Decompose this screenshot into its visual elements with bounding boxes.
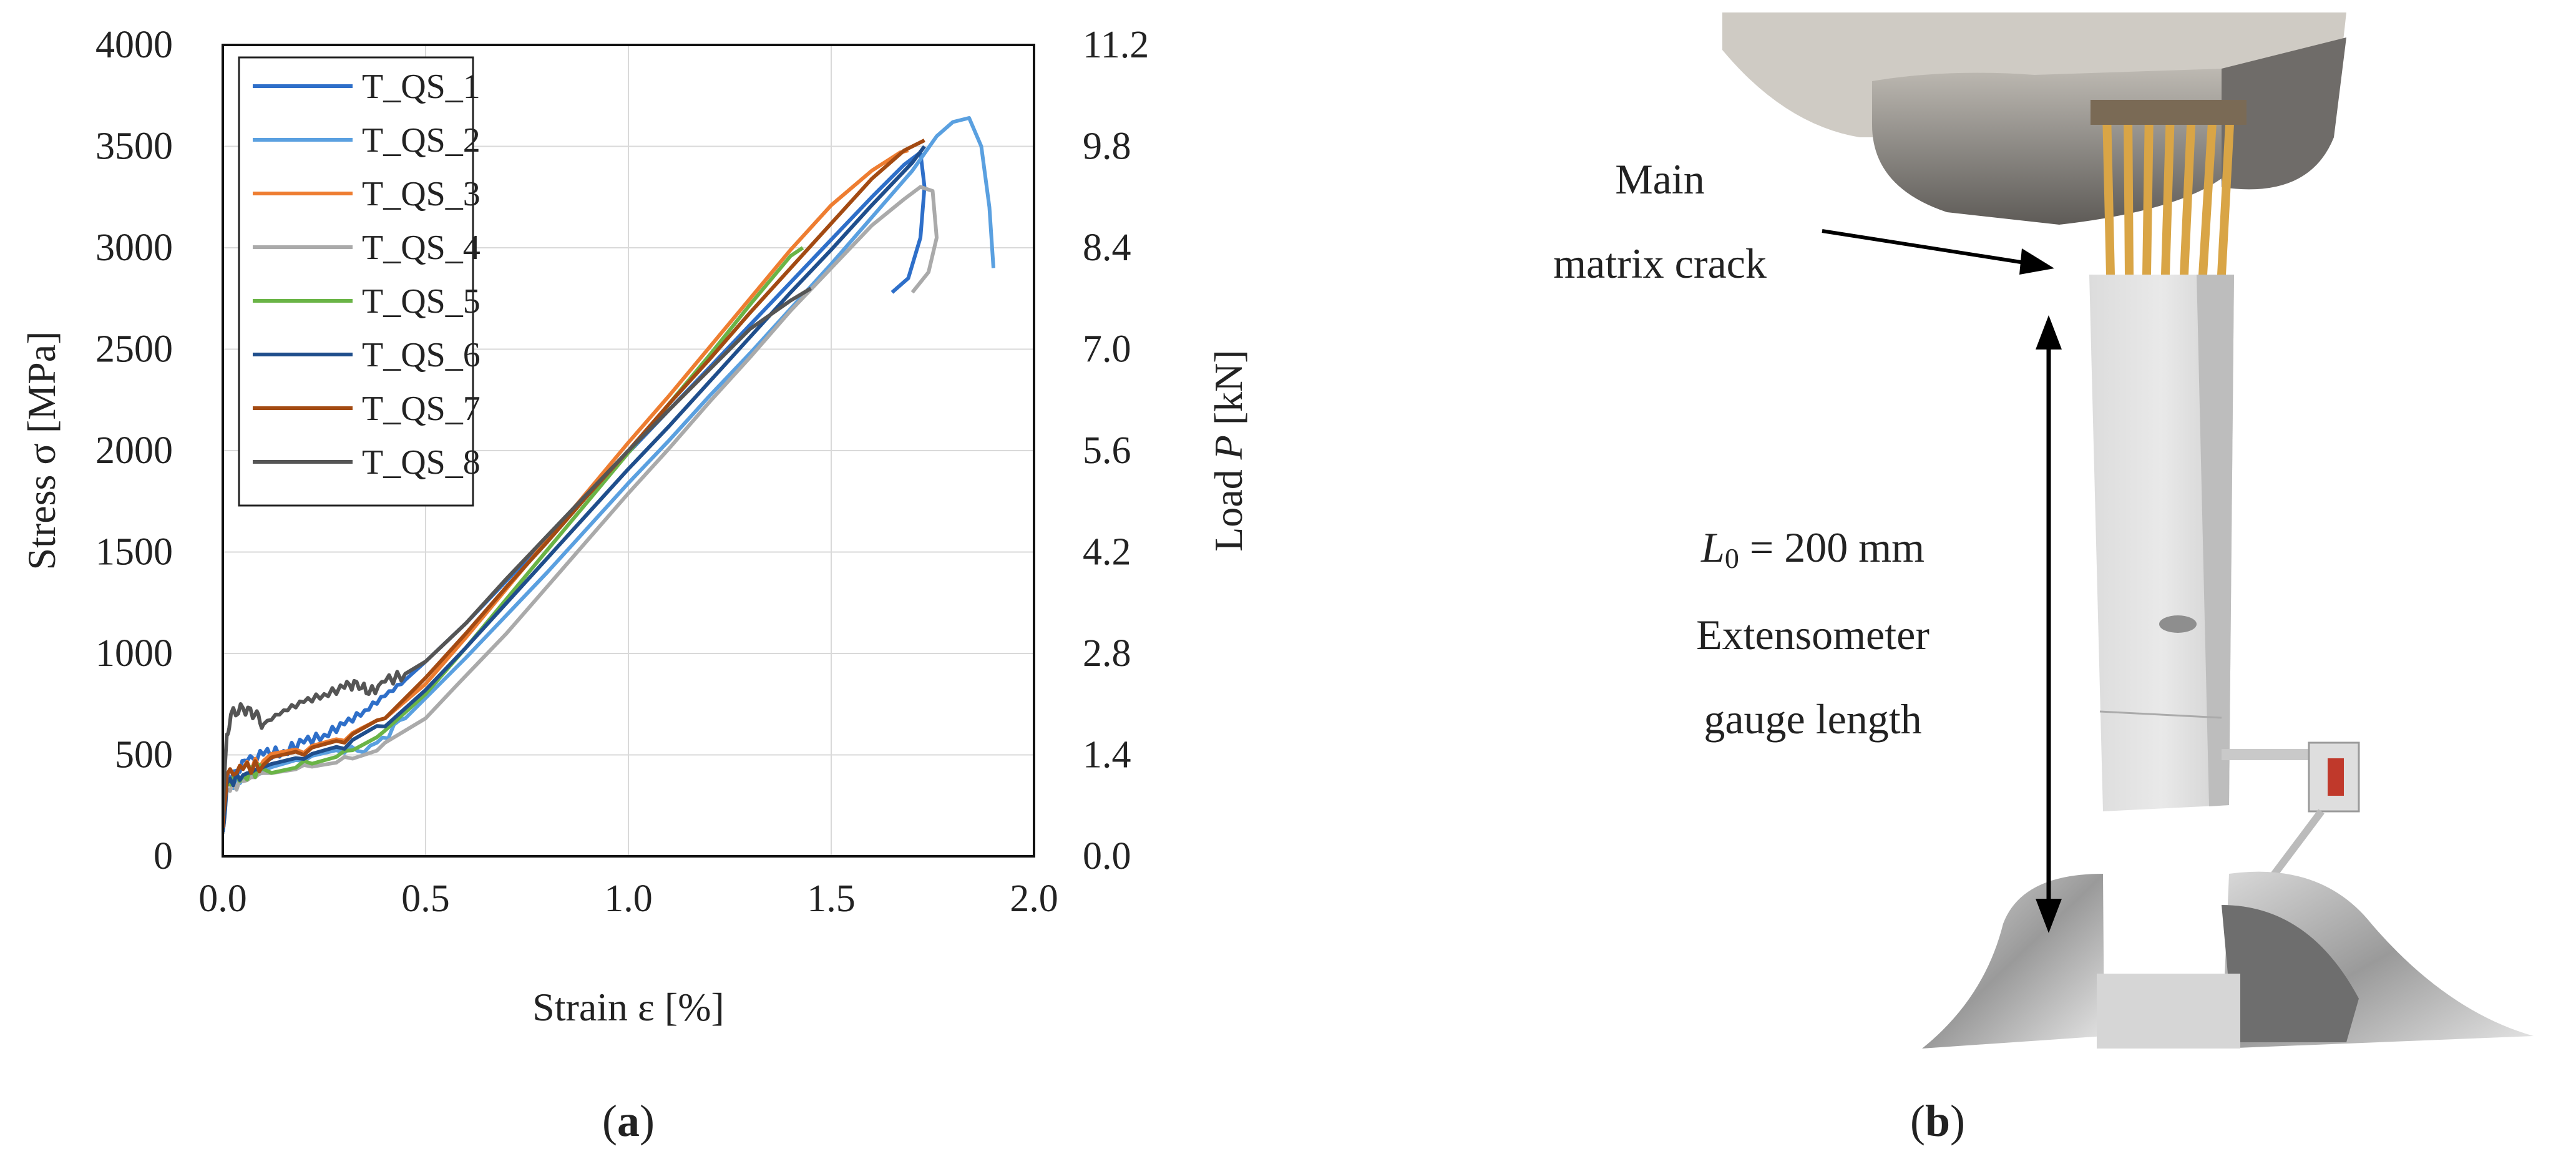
specimen-edge bbox=[2197, 275, 2234, 806]
legend-label: T_QS_1 bbox=[362, 67, 481, 106]
y-right-label-unit: [kN] bbox=[1206, 350, 1251, 435]
specimen-photo: Main matrix crack L0 = 200 mm Extensomet… bbox=[1553, 12, 2534, 1049]
annotation-l0-value: = 200 mm bbox=[1739, 524, 1925, 571]
legend-label: T_QS_8 bbox=[362, 443, 481, 482]
exposed-fibers bbox=[2102, 108, 2235, 279]
series-line-T_QS_5 bbox=[223, 246, 804, 831]
hairline-crack bbox=[2099, 710, 2222, 719]
x-tick-label: 0.5 bbox=[401, 878, 450, 920]
legend-label: T_QS_2 bbox=[362, 121, 481, 160]
gauge-arrow-head-top bbox=[2036, 315, 2062, 350]
y-right-tick-label: 7.0 bbox=[1083, 328, 1131, 371]
y-right-tick-label: 5.6 bbox=[1083, 429, 1131, 472]
series-line-T_QS_8 bbox=[223, 286, 812, 816]
y-left-tick-labels: 0 500 1000 1500 2000 2500 3000 3500 4000 bbox=[95, 24, 173, 878]
legend-label: T_QS_6 bbox=[362, 336, 481, 374]
y-right-axis-label: Load P [kN] bbox=[1206, 350, 1251, 551]
y-left-tick-label: 0 bbox=[154, 835, 173, 878]
legend-label: T_QS_4 bbox=[362, 228, 481, 267]
y-right-label-prefix: Load bbox=[1206, 459, 1251, 552]
crack-arrow-line bbox=[1822, 229, 2041, 267]
lower-grip-shadow bbox=[2222, 905, 2359, 1042]
y-left-tick-label: 4000 bbox=[95, 24, 173, 66]
y-right-tick-label: 2.8 bbox=[1083, 632, 1131, 675]
annotation-main-line1: Main bbox=[1615, 155, 1705, 203]
legend-label: T_QS_3 bbox=[362, 175, 481, 213]
y-left-tick-label: 1000 bbox=[95, 632, 173, 675]
fiber-clamp bbox=[2091, 100, 2247, 125]
legend-box bbox=[238, 56, 474, 507]
annotation-ext-line1: Extensometer bbox=[1696, 611, 1930, 658]
y-right-label-var: P bbox=[1206, 435, 1251, 460]
x-tick-labels: 0.0 0.5 1.0 1.5 2.0 bbox=[198, 878, 1058, 920]
y-left-tick-label: 2000 bbox=[95, 429, 173, 472]
series-line-T_QS_7 bbox=[223, 139, 925, 828]
surface-mark bbox=[2159, 615, 2197, 633]
lower-grip-base bbox=[2097, 974, 2240, 1049]
textile-specimen bbox=[2089, 275, 2234, 811]
annotation-ext-line2: gauge length bbox=[1704, 695, 1921, 743]
y-left-tick-label: 3500 bbox=[95, 125, 173, 168]
y-right-tick-labels: 0.0 1.4 2.8 4.2 5.6 7.0 8.4 9.8 11.2 bbox=[1083, 24, 1149, 878]
y-right-tick-label: 9.8 bbox=[1083, 125, 1131, 168]
series-lines bbox=[223, 116, 995, 834]
legend-label: T_QS_5 bbox=[362, 282, 481, 321]
series-line-T_QS_6 bbox=[223, 145, 926, 833]
panel-label-b: (b) bbox=[1910, 1096, 1965, 1146]
y-right-tick-label: 11.2 bbox=[1083, 24, 1149, 66]
x-tick-label: 0.0 bbox=[198, 878, 247, 920]
annotation-main-line2: matrix crack bbox=[1553, 240, 1767, 287]
annotation-l0: L0 = 200 mm bbox=[1700, 524, 1925, 574]
gauge-arrow-head-bottom bbox=[2036, 899, 2062, 933]
y-left-axis-label: Stress σ [MPa] bbox=[19, 331, 64, 570]
legend: T_QS_1 T_QS_2 T_QS_3 T_QS_4 T_QS_5 T_QS_6 T_QS… bbox=[238, 56, 481, 507]
x-tick-label: 1.0 bbox=[604, 878, 653, 920]
x-tick-label: 2.0 bbox=[1010, 878, 1058, 920]
x-tick-label: 1.5 bbox=[807, 878, 856, 920]
upper-grip-side bbox=[2222, 37, 2346, 190]
x-axis-label: Strain ε [%] bbox=[532, 985, 724, 1029]
plot-frame bbox=[222, 44, 1035, 858]
y-right-tick-label: 0.0 bbox=[1083, 835, 1131, 878]
y-left-tick-label: 3000 bbox=[95, 227, 173, 269]
panel-label-a: (a) bbox=[602, 1096, 655, 1146]
y-left-tick-label: 500 bbox=[115, 734, 173, 776]
annotation-l0-var: L bbox=[1700, 524, 1725, 571]
panel-label-b-letter: b bbox=[1925, 1096, 1950, 1146]
y-left-tick-label: 2500 bbox=[95, 328, 173, 371]
y-right-tick-label: 8.4 bbox=[1083, 227, 1131, 269]
y-right-tick-label: 1.4 bbox=[1083, 734, 1131, 776]
y-right-tick-label: 4.2 bbox=[1083, 531, 1131, 574]
annotation-l0-sub: 0 bbox=[1725, 542, 1739, 574]
stress-strain-chart: 0.0 0.5 1.0 1.5 2.0 0 500 1000 1500 2000 2500 3000… bbox=[19, 24, 1251, 1029]
series-line-T_QS_4 bbox=[223, 185, 939, 834]
crack-arrow-head bbox=[2019, 248, 2054, 275]
panel-label-a-letter: a bbox=[617, 1096, 640, 1146]
legend-label: T_QS_7 bbox=[362, 389, 481, 428]
y-left-tick-label: 1500 bbox=[95, 531, 173, 574]
lower-grip-left bbox=[1922, 874, 2104, 1049]
